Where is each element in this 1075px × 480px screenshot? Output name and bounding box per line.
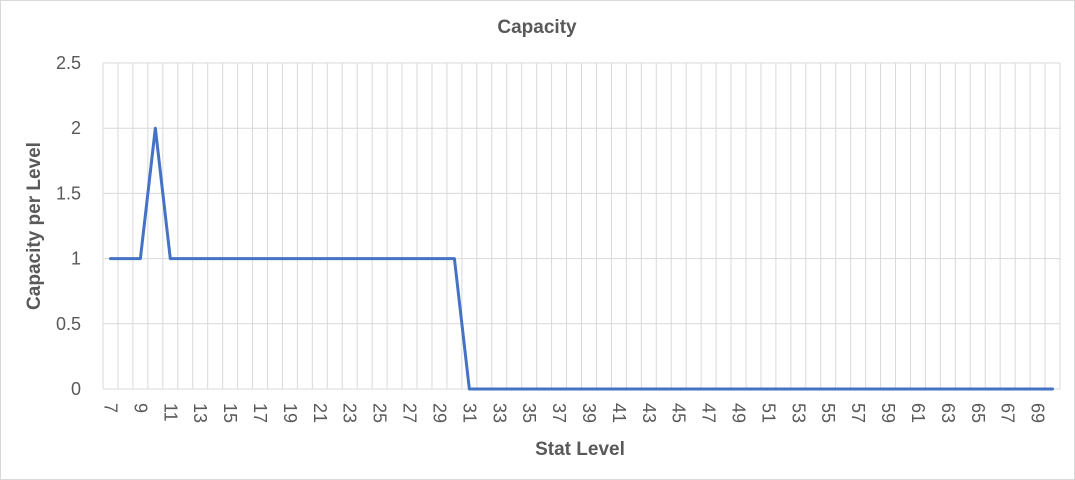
x-tick-label: 69 (1028, 403, 1048, 423)
x-tick-label: 67 (998, 403, 1018, 423)
series-layer (108, 126, 1055, 391)
y-tick-label: 2 (71, 118, 81, 138)
x-tick-label: 57 (848, 403, 868, 423)
x-tick-label: 29 (429, 403, 449, 423)
x-tick-label: 13 (190, 403, 210, 423)
x-tick-label: 35 (519, 403, 539, 423)
x-tick-label: 63 (938, 403, 958, 423)
x-tick-label: 21 (310, 403, 330, 423)
x-tick-label: 41 (609, 403, 629, 423)
x-tick-label: 7 (100, 403, 120, 413)
x-tick-label: 19 (280, 403, 300, 423)
x-tick-label: 53 (788, 403, 808, 423)
x-tick-label: 31 (459, 403, 479, 423)
y-tick-label: 2.5 (56, 53, 81, 73)
x-tick-label: 11 (160, 403, 180, 422)
y-tick-label: 0.5 (56, 314, 81, 334)
x-tick-label: 61 (908, 403, 928, 423)
x-tick-label: 17 (250, 403, 270, 423)
x-tick-label: 27 (400, 403, 420, 423)
x-tick-label: 47 (699, 403, 719, 423)
x-tick-label: 49 (729, 403, 749, 423)
x-tick-label: 45 (669, 403, 689, 423)
y-tick-label: 1 (71, 249, 81, 269)
y-tick-label: 1.5 (56, 183, 81, 203)
x-tick-label: 33 (489, 403, 509, 423)
x-tick-label: 39 (579, 403, 599, 423)
x-tick-label: 43 (639, 403, 659, 423)
chart-title: Capacity (497, 17, 577, 38)
x-tick-labels: 7 9 11 13 15 17 19 21 23 25 27 29 31 33 35 37 39 41 43 45 47… (100, 403, 1047, 423)
x-tick-label: 37 (549, 403, 569, 423)
x-tick-label: 15 (220, 403, 240, 423)
x-tick-label: 51 (758, 403, 778, 423)
series-line (108, 126, 1055, 391)
x-tick-label: 23 (340, 403, 360, 423)
x-tick-label: 55 (818, 403, 838, 423)
x-axis-title: Stat Level (535, 439, 625, 460)
grid-lines (102, 62, 1061, 390)
y-tick-label: 0 (71, 379, 81, 399)
x-tick-label: 59 (878, 403, 898, 423)
y-tick-labels: 0 0.5 1 1.5 2 2.5 (56, 53, 81, 399)
x-tick-label: 25 (370, 403, 390, 423)
y-axis-title: Capacity per Level (24, 142, 45, 310)
x-tick-label: 9 (130, 403, 150, 413)
x-tick-label: 65 (968, 403, 988, 423)
